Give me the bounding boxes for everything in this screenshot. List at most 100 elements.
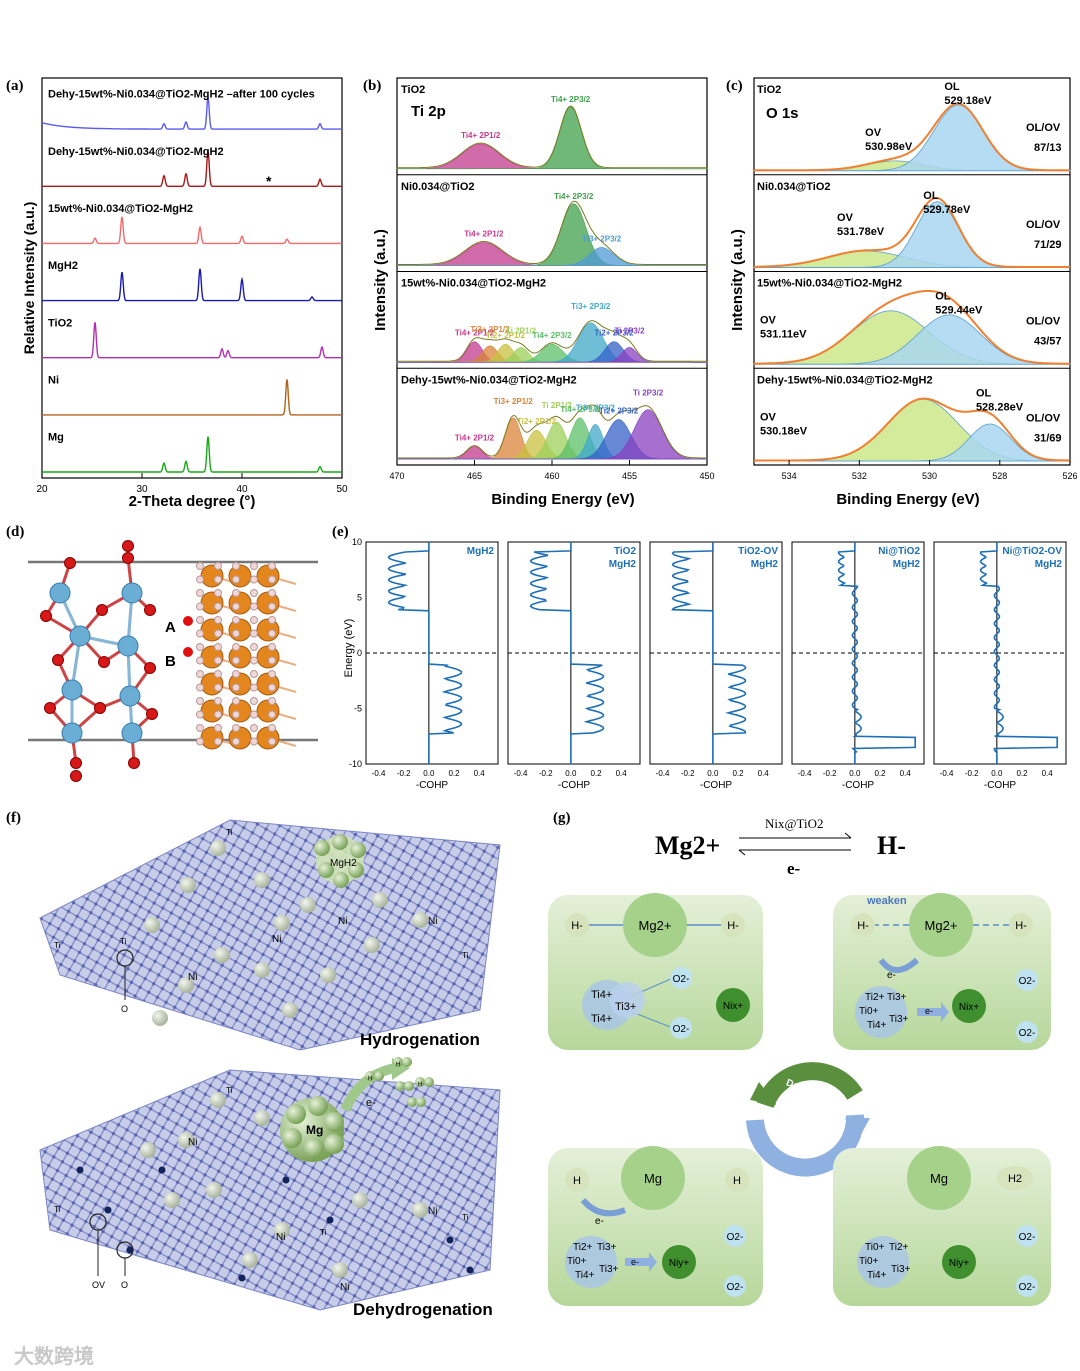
c3-ratio: 31/69 xyxy=(1034,432,1062,444)
vacancy-dot xyxy=(104,1206,112,1214)
box2-o-a-circle xyxy=(1016,969,1038,991)
h-atom xyxy=(196,710,204,719)
e3-xtick-3: 0.2 xyxy=(874,769,886,778)
c0-ratio: 87/13 xyxy=(1034,142,1062,154)
e4-xtick-0: -0.4 xyxy=(940,769,954,778)
ni-ball-top xyxy=(144,917,160,933)
b2-peak-4 xyxy=(396,343,708,363)
panel-c-label: (c) xyxy=(726,78,743,94)
e3-label-2: MgH2 xyxy=(893,559,921,570)
f-bottom-atom-label: Ti xyxy=(54,1205,61,1214)
h-atom xyxy=(250,629,258,638)
box1-ti-cluster-2 xyxy=(609,982,645,1018)
box2-ni-circle xyxy=(952,989,986,1023)
c-xtick-label-4: 526 xyxy=(1062,471,1077,481)
xrd-trace-6 xyxy=(42,436,342,473)
b-xtick-label-3: 455 xyxy=(622,471,637,481)
c2-ov-label: OV xyxy=(760,315,777,327)
box3-electron-mid: e- xyxy=(631,1257,639,1267)
box3-ti-c: Ti0+ xyxy=(567,1256,587,1267)
h-atom xyxy=(196,683,204,692)
b3-sample-label: Dehy-15wt%-Ni0.034@TiO2-MgH2 xyxy=(401,374,577,386)
box3-o-a-circle xyxy=(724,1225,746,1247)
ti-atom xyxy=(117,635,139,657)
box3-o-b: O2- xyxy=(727,1282,744,1293)
box2-ti-cluster xyxy=(855,986,907,1038)
a-xtick-label-3: 50 xyxy=(336,484,348,495)
box4-ni-circle xyxy=(942,1245,976,1279)
site-a-label: A xyxy=(165,619,176,636)
c1-ov-label: OV xyxy=(837,212,854,224)
box2-ti-b: Ti3+ xyxy=(887,992,907,1003)
e1-label-1: TiO2 xyxy=(614,546,636,557)
box1-h-left-circle xyxy=(565,913,589,937)
f-top-atom-label: Ni xyxy=(428,916,437,927)
h-atom xyxy=(196,737,204,746)
tio2-structure xyxy=(40,540,158,782)
o-atom xyxy=(64,557,76,569)
o-atom xyxy=(122,540,134,552)
box3-ti-cluster xyxy=(565,1236,617,1288)
e3-label-1: Ni@TiO2 xyxy=(878,546,920,557)
h-atom xyxy=(196,697,204,705)
mgh2-cluster: MgH2 xyxy=(314,834,366,888)
f-top-atom-label: Ti xyxy=(120,937,127,946)
h-atom xyxy=(196,589,204,597)
h-atom xyxy=(268,710,276,719)
box1-ti-c: Ti4+ xyxy=(591,1013,612,1025)
e2-cohp-curve xyxy=(671,542,747,764)
b-xtick-label-2: 460 xyxy=(544,471,559,481)
o-atom xyxy=(52,654,64,666)
panel-b-label: (b) xyxy=(363,78,381,94)
h-atom xyxy=(214,575,222,584)
box2-mg: Mg2+ xyxy=(925,918,958,933)
panel-f-schematic: (f) MgH2 Ti Ni Ni Ni Ni Ti Ti Ti O Hydrogenatio… xyxy=(6,810,501,1319)
box4-ti-cluster xyxy=(857,1236,909,1288)
b2-peak-label-2: Ti2+ 2P1/2 xyxy=(486,331,526,340)
f-bottom-atom-label: Ti xyxy=(462,1213,469,1222)
hminus-label: H- xyxy=(877,831,906,860)
o-atom xyxy=(144,662,156,674)
b2-peak-label-4: Ti4+ 2P3/2 xyxy=(532,331,572,340)
xrd-series-label-5: Ni xyxy=(48,374,59,386)
dehydrogenation-label: Dehydrogenation xyxy=(353,1300,493,1319)
ni-ball-bottom xyxy=(242,1252,258,1268)
box2-o-b-circle xyxy=(1016,1021,1038,1043)
ni-ball-top xyxy=(210,840,226,856)
c-xtick-label-2: 530 xyxy=(922,471,937,481)
box3-h-right: H xyxy=(733,1175,741,1187)
box4-mg: Mg xyxy=(930,1171,948,1186)
reverse-arrowhead xyxy=(738,849,746,856)
ni-ball-bottom xyxy=(178,1132,194,1148)
o-atom xyxy=(40,610,52,622)
b1-peak-2 xyxy=(397,247,707,266)
h-atom xyxy=(232,656,240,665)
b1-peak-label-2: Ti3+ 2P3/2 xyxy=(582,234,622,243)
h-atom xyxy=(250,562,258,570)
e1-xtick-1: -0.2 xyxy=(539,769,553,778)
f-bottom-atom-label: Ni xyxy=(428,1206,437,1217)
box3-h-right-circle xyxy=(725,1168,749,1192)
e0-xtick-4: 0.4 xyxy=(474,769,486,778)
panel-a-frame xyxy=(41,77,343,479)
mgh2-structure xyxy=(196,562,297,750)
e-ytick-label-2: 0 xyxy=(357,648,362,658)
e3-cohp-curve xyxy=(837,542,916,764)
dehydrogenation-sheet xyxy=(39,1069,501,1311)
h-atom xyxy=(232,589,240,597)
ni-ball-top xyxy=(364,937,380,953)
box1-o-b-circle xyxy=(670,1017,692,1039)
cycle-dehydrogenation-arc xyxy=(756,1062,863,1109)
h-atom xyxy=(268,575,276,584)
b-title: Ti 2p xyxy=(411,103,446,120)
h-atom xyxy=(232,616,240,624)
h-atom xyxy=(232,602,240,611)
box1-h-right: H- xyxy=(727,920,739,932)
cycle-hydro-arrowhead xyxy=(845,1118,870,1140)
h-atom xyxy=(232,697,240,705)
h-atom xyxy=(196,670,204,678)
c0-ol-component xyxy=(753,104,1071,172)
panel-g-label: (g) xyxy=(553,810,571,826)
b1-peak-label-1: Ti4+ 2P3/2 xyxy=(554,192,594,201)
e4-xtick-4: 0.4 xyxy=(1042,769,1054,778)
